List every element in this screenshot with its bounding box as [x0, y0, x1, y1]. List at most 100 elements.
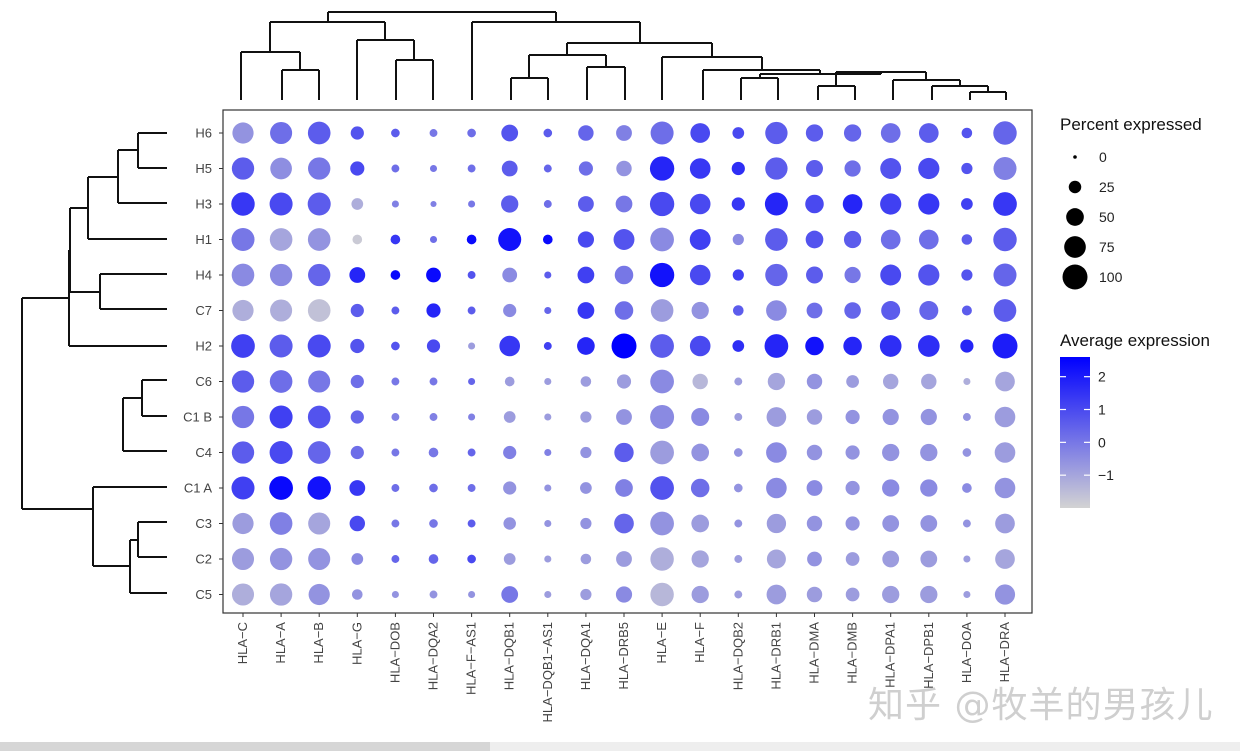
dot [231, 334, 255, 358]
dot [845, 409, 860, 425]
dot [391, 484, 400, 492]
dot [844, 266, 861, 284]
dot [580, 376, 592, 387]
column-label: HLA−DQA2 [426, 622, 441, 690]
dot [577, 337, 595, 355]
dot [503, 303, 517, 318]
dot [350, 338, 365, 354]
dot [232, 122, 254, 144]
dot [429, 519, 438, 528]
dot [544, 271, 552, 279]
size-legend-key [1062, 264, 1088, 290]
column-label: HLA−G [349, 622, 364, 665]
dot [766, 584, 787, 605]
dot [503, 411, 516, 423]
size-legend-key [1073, 155, 1077, 159]
dot [993, 227, 1017, 252]
dot [689, 264, 711, 286]
dot [615, 195, 633, 213]
dot [468, 413, 476, 421]
dot [269, 547, 293, 571]
dot [307, 299, 331, 322]
dot [308, 157, 331, 180]
colorbar-label: 1 [1098, 402, 1106, 418]
dot [843, 336, 862, 356]
size-legend-label: 50 [1099, 209, 1115, 225]
dot [920, 479, 938, 497]
column-label: HLA−B [311, 622, 326, 664]
dot [544, 448, 552, 457]
dot [613, 229, 635, 250]
dot [429, 377, 438, 386]
dot [307, 441, 331, 464]
dot [391, 448, 400, 457]
size-legend-key [1068, 180, 1082, 194]
dot [766, 477, 787, 499]
dot [843, 230, 862, 249]
dot [426, 267, 441, 283]
dot [691, 585, 709, 604]
dot [960, 339, 974, 353]
dot [269, 263, 293, 287]
dot [391, 413, 400, 421]
size-legend-key [1064, 236, 1086, 258]
dot [501, 195, 519, 213]
dot [963, 590, 971, 599]
dot [616, 551, 632, 567]
dot [881, 300, 901, 321]
dot [428, 554, 439, 564]
dot [733, 448, 743, 457]
dot [921, 373, 937, 390]
dot [845, 480, 860, 496]
dot [352, 234, 363, 245]
dot [767, 372, 786, 391]
dot [501, 586, 519, 603]
dot [467, 448, 476, 457]
dot [845, 552, 860, 566]
column-label: HLA−DOB [387, 622, 402, 683]
dot [805, 124, 824, 142]
dot [467, 164, 476, 173]
dot [993, 299, 1017, 322]
dot [650, 476, 674, 500]
dot [882, 515, 900, 532]
dot [650, 511, 674, 536]
dot [920, 585, 938, 604]
dot [689, 193, 711, 215]
dot [308, 583, 330, 606]
dot [307, 334, 331, 358]
dot [650, 405, 675, 429]
dot [880, 229, 901, 250]
dot [649, 191, 675, 217]
dot [429, 164, 438, 173]
column-label: HLA−DPA1 [883, 622, 898, 688]
dot [961, 234, 973, 245]
dot [615, 479, 633, 497]
plot-panel [222, 109, 1033, 614]
dot [467, 306, 476, 315]
column-label: HLA−DRA [997, 622, 1012, 683]
dot [844, 302, 861, 319]
dot [231, 547, 255, 571]
dot [805, 336, 824, 356]
dot [232, 299, 254, 322]
dot [542, 234, 553, 245]
dot [430, 200, 437, 208]
dot [391, 519, 400, 528]
dot [468, 377, 476, 386]
dot [580, 517, 592, 530]
dot [391, 164, 400, 173]
dot [805, 194, 824, 214]
row-label: C2 [195, 552, 212, 567]
dot [269, 440, 293, 465]
dot [231, 583, 255, 606]
dot [880, 123, 901, 143]
dot [614, 265, 634, 285]
dot [993, 156, 1017, 181]
dot [918, 193, 940, 215]
dot [765, 263, 788, 287]
colorbar-label: 2 [1098, 369, 1106, 385]
column-label: HLA−DOA [959, 622, 974, 683]
dot [765, 121, 788, 145]
dot [732, 340, 745, 352]
